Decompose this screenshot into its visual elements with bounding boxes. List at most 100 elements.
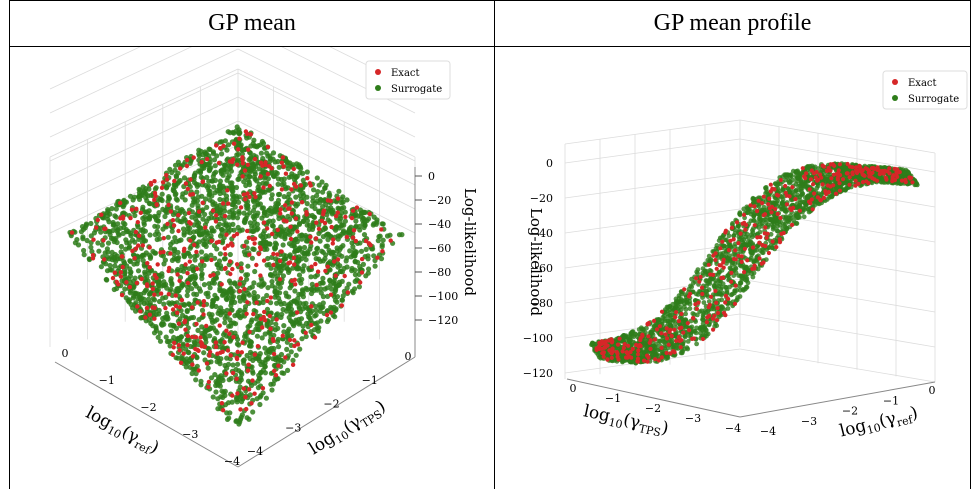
exact-point [238,205,244,210]
surrogate-point [244,239,250,245]
exact-point [308,234,313,240]
surrogate-point [704,268,709,274]
surrogate-point [208,375,215,381]
surrogate-point [252,163,259,169]
exact-point [274,317,279,322]
exact-point [278,207,283,212]
exact-point [176,321,182,326]
surrogate-point [296,291,302,297]
exact-point [241,386,246,391]
exact-point [333,213,339,219]
surrogate-point [260,367,266,373]
surrogate-point [349,288,355,294]
surrogate-point [685,339,691,344]
surrogate-point [830,191,836,197]
surrogate-point [264,292,270,299]
surrogate-point [300,170,306,176]
surrogate-point [175,180,181,186]
surrogate-point [259,215,265,221]
exact-point [188,177,193,182]
surrogate-point [217,216,223,222]
surrogate-point [268,196,274,202]
exact-point [268,295,273,300]
exact-point [358,280,363,285]
exact-point [190,305,195,310]
exact-point [292,343,297,349]
surrogate-point [150,296,156,302]
surrogate-point [832,177,837,183]
surrogate-point [274,311,280,317]
surrogate-point [186,337,192,343]
exact-point [204,156,210,162]
surrogate-point [290,357,296,363]
surrogate-point [218,394,224,400]
exact-point [194,249,199,255]
surrogate-point [192,257,198,263]
exact-point [289,200,295,205]
surrogate-point [173,256,179,262]
surrogate-point [135,258,141,264]
surrogate-point [317,258,324,264]
surrogate-point [147,201,153,207]
surrogate-point [707,268,713,273]
exact-point [273,373,279,378]
surrogate-point [349,268,355,274]
exact-point [235,349,240,355]
exact-point [227,259,233,264]
surrogate-point [718,251,724,257]
surrogate-point [224,296,230,303]
exact-point [260,386,266,391]
surrogate-point [260,180,266,186]
surrogate-point [112,213,118,219]
surrogate-point [78,229,84,235]
exact-point [213,344,219,350]
exact-point [250,236,255,242]
surrogate-point [142,269,148,275]
surrogate-point [215,270,221,276]
exact-point [203,225,208,230]
surrogate-point [236,199,242,205]
surrogate-point [170,239,176,245]
surrogate-point [135,268,142,274]
surrogate-point [159,197,165,204]
exact-point [261,220,267,225]
surrogate-point [377,233,383,239]
y-axis-label: log10(γTPS) [305,396,390,460]
surrogate-point [234,152,240,158]
surrogate-point [209,303,215,309]
exact-point [168,209,173,214]
exact-point [136,243,141,248]
exact-point [328,198,333,204]
exact-point [230,159,235,164]
surrogate-point [123,199,129,205]
surrogate-point [197,231,203,237]
y-tick-label: −3 [285,421,301,434]
surrogate-point [140,257,146,263]
exact-point [173,293,178,298]
surrogate-point [297,188,303,194]
surrogate-point [327,250,333,256]
surrogate-point [157,338,164,344]
exact-point [245,191,250,196]
exact-point [293,282,298,287]
surrogate-point [286,241,293,247]
grid-line [564,348,741,374]
surrogate-point [360,261,366,267]
surrogate-point [226,377,232,383]
surrogate-point [232,281,238,287]
surrogate-point [178,237,184,243]
surrogate-point [266,261,272,268]
surrogate-point [127,258,133,265]
exact-point [251,311,256,317]
exact-point [201,299,207,304]
surrogate-point [683,292,688,298]
surrogate-point [387,232,393,238]
surrogate-point [247,168,253,174]
surrogate-point [181,175,188,181]
surrogate-point [75,242,82,248]
surrogate-point [283,290,289,296]
surrogate-point [205,294,211,300]
exact-point [200,179,205,185]
surrogate-point [784,225,790,231]
